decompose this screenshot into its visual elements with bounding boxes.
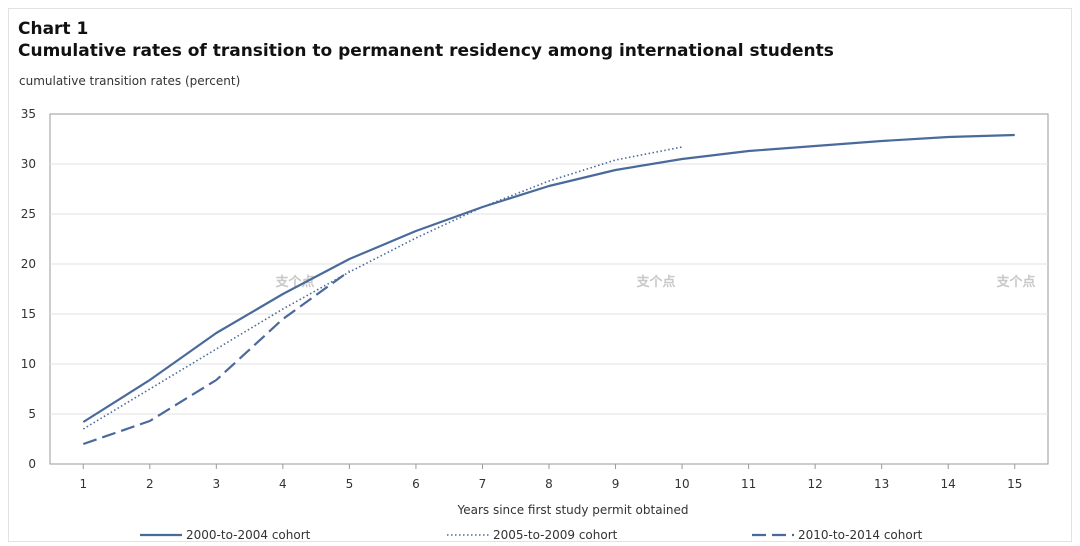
y-tick-label: 15 — [21, 307, 36, 321]
gridlines — [50, 163, 1048, 415]
chart-heading: Chart 1 Cumulative rates of transition t… — [18, 18, 834, 62]
x-tick-label: 9 — [612, 477, 620, 491]
x-tick-label: 5 — [346, 477, 354, 491]
x-tick-label: 4 — [279, 477, 287, 491]
y-axis-ticks: 0 5 10 15 20 25 30 35 — [21, 107, 36, 471]
y-tick-label: 20 — [21, 257, 36, 271]
plot-area — [49, 113, 1049, 465]
x-tick-label: 11 — [741, 477, 756, 491]
legend-label-1: 2000-to-2004 cohort — [186, 528, 311, 542]
legend: 2000-to-2004 cohort 2005-to-2009 cohort 20… — [140, 528, 923, 542]
legend-label-2: 2005-to-2009 cohort — [493, 528, 618, 542]
series-line-1 — [82, 133, 1015, 423]
chart-title: Cumulative rates of transition to perman… — [18, 41, 834, 61]
y-tick-label: 10 — [21, 357, 36, 371]
watermark-text: 支个点 — [995, 274, 1035, 290]
x-tick-label: 13 — [874, 477, 889, 491]
x-tick-label: 8 — [545, 477, 553, 491]
chart-number-label: Chart 1 — [18, 19, 89, 39]
series-lines — [82, 133, 1015, 446]
watermark-text: 支个点 — [635, 274, 675, 290]
watermarks: 支个点 支个点 支个点 — [274, 274, 1035, 290]
x-tick-label: 2 — [146, 477, 154, 491]
x-tick-label: 6 — [412, 477, 420, 491]
x-tick-label: 10 — [674, 477, 689, 491]
watermark-text: 支个点 — [274, 274, 314, 290]
series-line-2 — [82, 146, 683, 430]
x-axis-label: Years since first study permit obtained — [456, 503, 688, 517]
y-tick-label: 25 — [21, 207, 36, 221]
x-tick-label: 15 — [1007, 477, 1022, 491]
legend-label-3: 2010-to-2014 cohort — [798, 528, 923, 542]
series-line-3 — [82, 270, 351, 446]
x-tick-label: 12 — [807, 477, 822, 491]
x-tick-label: 7 — [479, 477, 487, 491]
y-tick-label: 5 — [28, 407, 36, 421]
chart-frame — [8, 8, 1072, 542]
x-tick-label: 1 — [79, 477, 87, 491]
y-tick-label: 30 — [21, 157, 36, 171]
x-tick-label: 14 — [941, 477, 956, 491]
y-tick-label: 0 — [28, 457, 36, 471]
x-tick-label: 3 — [213, 477, 221, 491]
x-axis-ticks: 1 2 3 4 5 6 7 8 9 10 11 12 13 14 15 — [79, 464, 1022, 491]
y-tick-label: 35 — [21, 107, 36, 121]
y-axis-label: cumulative transition rates (percent) — [19, 74, 241, 88]
